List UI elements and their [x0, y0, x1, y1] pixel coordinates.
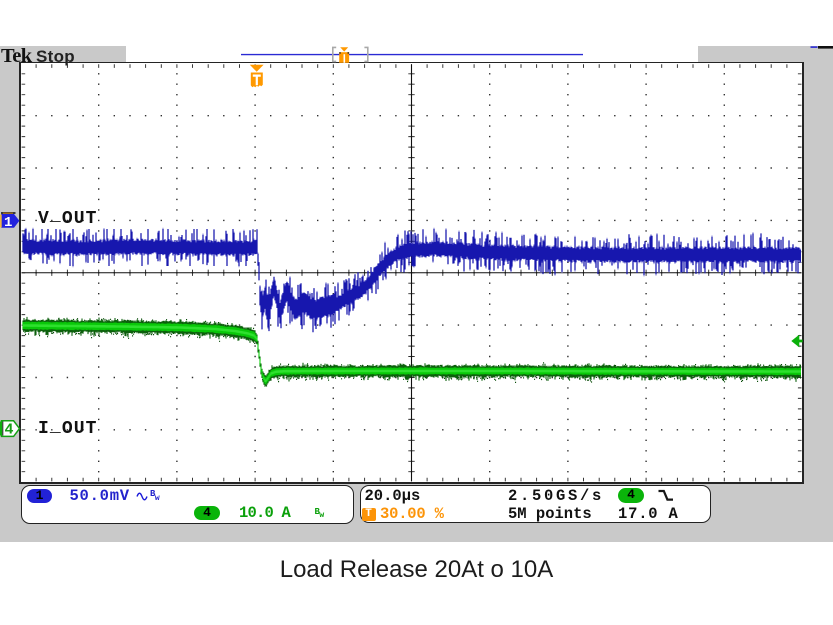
svg-text:4: 4: [4, 422, 13, 439]
svg-text:1: 1: [4, 215, 12, 231]
